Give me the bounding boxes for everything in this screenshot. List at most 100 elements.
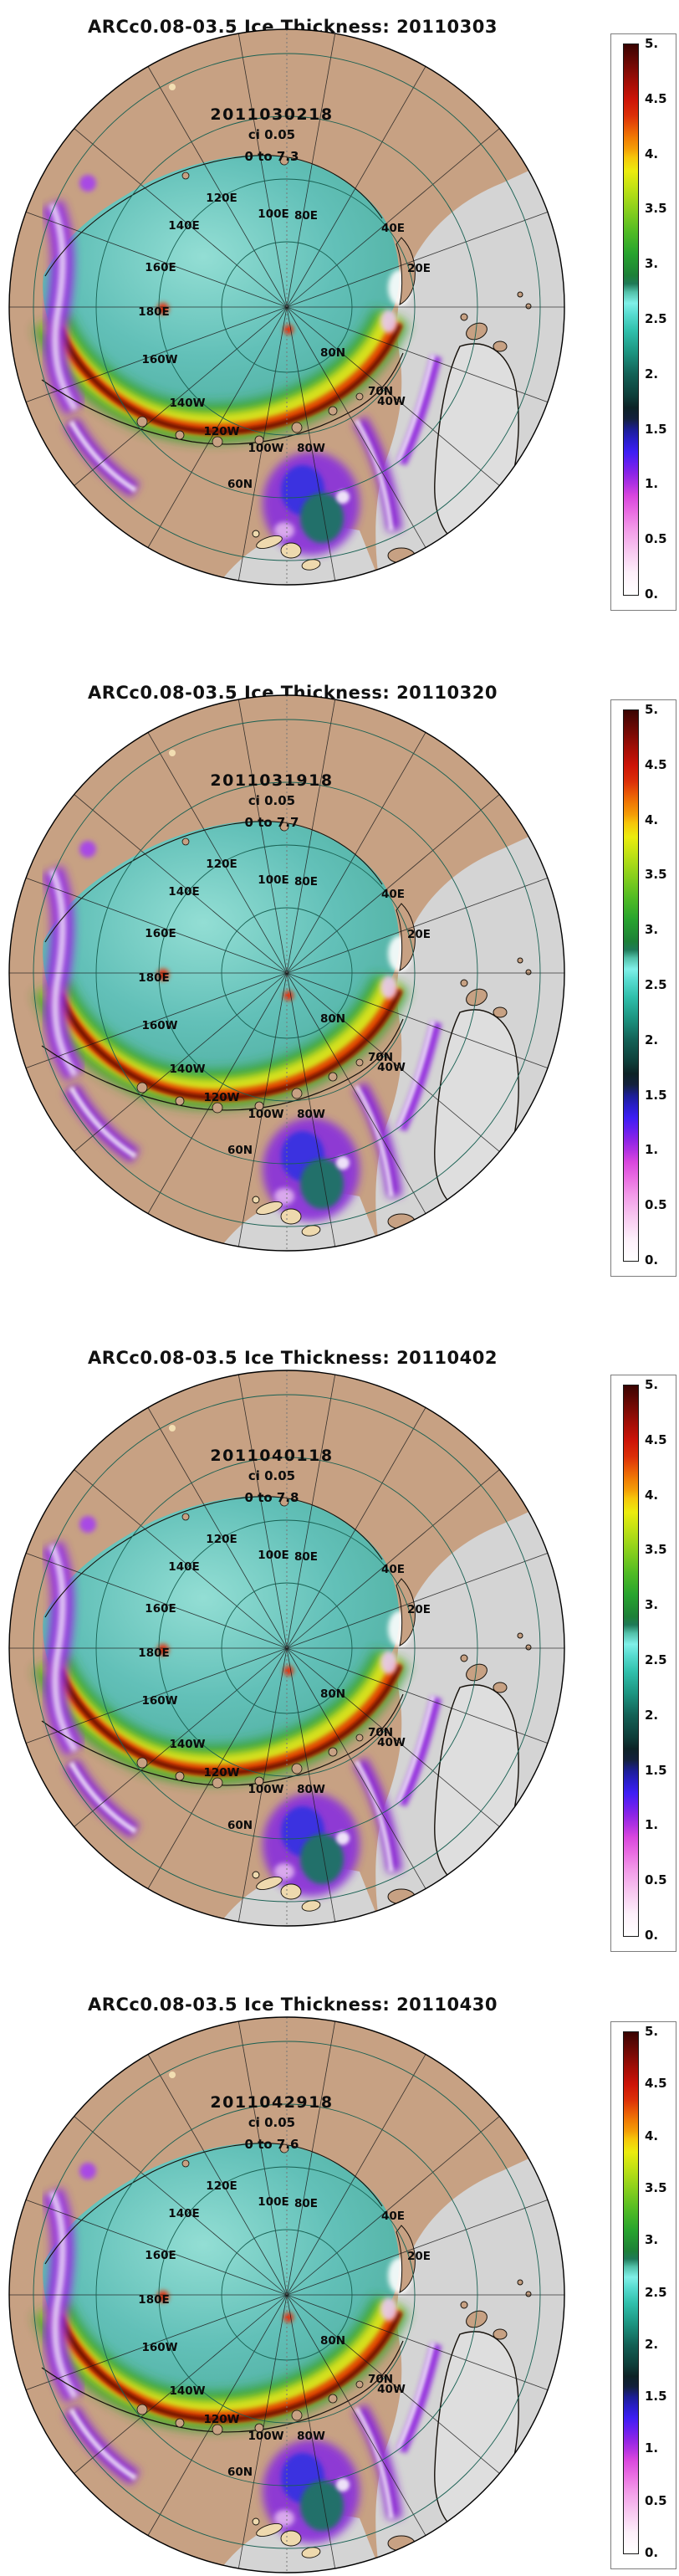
meridian-line xyxy=(237,1374,288,1649)
geo-label-160e: 160E xyxy=(145,927,176,940)
thick-ice-spot xyxy=(283,991,294,1001)
polar-map-svg: 120E 100E 80E 40E 20E 140E 160E 180E 160W 140W 120… xyxy=(8,1370,565,1927)
colorbar-tick-label: 3.5 xyxy=(645,867,667,883)
novaya-zemlya xyxy=(396,237,416,305)
run-datestamp: 2011042918 xyxy=(210,2093,334,2112)
geo-label-100e: 100E xyxy=(258,873,288,887)
colorbar-gradient xyxy=(623,709,639,1262)
meridian-line xyxy=(286,2294,500,2474)
geo-label-100w: 100W xyxy=(248,2430,283,2443)
colorbar-tick-label: 5. xyxy=(645,2024,659,2039)
thick-ice-spot xyxy=(283,325,294,335)
ice-band-maroon xyxy=(58,2311,402,2423)
sea-ice-pack xyxy=(33,155,411,443)
meridian-line xyxy=(25,1647,288,1744)
colorbar-tick-label: 2.5 xyxy=(645,977,667,992)
svalbard xyxy=(493,1006,508,1018)
colorbar-tick-label: 4.5 xyxy=(645,90,667,106)
meridian-line xyxy=(147,1407,288,1649)
meridian-line xyxy=(286,2020,336,2296)
meridian-line xyxy=(286,128,500,308)
meridian-line xyxy=(286,306,426,548)
value-range-label: 0 to 7.6 xyxy=(244,2137,299,2152)
geo-label-160w: 160W xyxy=(141,353,177,366)
colorbar-tick-label: 1. xyxy=(645,476,659,492)
colorbar: 5. 4.5 4. 3.5 3. 2.5 2. 1.5 1. 0.5 0. xyxy=(610,2021,676,2569)
meridian-line xyxy=(74,794,288,974)
contour-interval-label: ci 0.05 xyxy=(248,793,296,808)
geo-labels: 120E 100E 80E 40E 20E 140E 160E 180E 160W 140W 120… xyxy=(138,858,431,1157)
meridian-line xyxy=(237,2020,288,2296)
map-annotations: 2011042918 ci 0.05 0 to 7.6 xyxy=(188,2093,355,2156)
colorbar-tick-label: 3. xyxy=(645,1597,659,1613)
map-annotations: 2011031918 ci 0.05 0 to 7.7 xyxy=(188,771,355,834)
geo-label-40w: 40W xyxy=(377,1736,406,1749)
svalbard xyxy=(466,1663,488,1682)
archipelago-islands xyxy=(136,1497,364,1789)
meridian-line xyxy=(286,732,426,974)
run-datestamp: 2011030218 xyxy=(210,105,334,124)
archipelago-islands xyxy=(136,2143,364,2435)
franz-josef-land xyxy=(517,957,523,964)
polar-map-svg: 120E 100E 80E 40E 20E 140E 160E 180E 160W 140W 120… xyxy=(8,28,565,586)
map-rim xyxy=(8,1370,565,1927)
colorbar-gradient xyxy=(623,2031,639,2554)
colorbar-tick-label: 2. xyxy=(645,366,659,382)
meridian-line xyxy=(74,306,288,486)
meridian-line xyxy=(25,972,288,1068)
coastlines xyxy=(41,821,404,1111)
meridian-line xyxy=(237,33,288,308)
meridian-line xyxy=(286,878,549,974)
franz-josef-land xyxy=(525,1644,532,1651)
great-lakes xyxy=(252,1196,321,1237)
marginal-thin-ice xyxy=(41,1516,442,1897)
polar-map-svg: 120E 100E 80E 40E 20E 140E 160E 180E 160W 140W 120… xyxy=(8,694,565,1252)
geo-label-160w: 160W xyxy=(141,1019,177,1032)
colorbar-tick-label: 1.5 xyxy=(645,2389,667,2404)
geo-label-80n: 80N xyxy=(320,1012,345,1026)
geo-label-40e: 40E xyxy=(381,2210,405,2223)
meridian-line xyxy=(286,1374,336,1649)
colorbar-tick-label: 3. xyxy=(645,256,659,272)
thick-ice-spot xyxy=(157,303,169,315)
geo-label-20e: 20E xyxy=(407,2250,431,2263)
svalbard xyxy=(493,341,508,352)
svalbard xyxy=(466,988,488,1006)
meridian-line xyxy=(286,1647,426,1889)
geo-label-40w: 40W xyxy=(377,395,406,408)
value-range-label: 0 to 7.7 xyxy=(244,815,299,830)
colorbar-tick-label: 3.5 xyxy=(645,201,667,217)
geo-label-180e: 180E xyxy=(138,305,169,319)
coastlines xyxy=(41,1496,404,1786)
geo-label-80w: 80W xyxy=(297,442,325,455)
geo-label-160w: 160W xyxy=(141,2341,177,2354)
colorbar-tick-label: 1.5 xyxy=(645,1762,667,1778)
meridian-line xyxy=(286,1647,336,1923)
novaya-zemlya xyxy=(396,1578,416,1646)
colorbar-tick-label: 2.5 xyxy=(645,1652,667,1667)
meridian-line xyxy=(286,2294,336,2569)
svalbard xyxy=(493,1682,508,1693)
geo-label-40e: 40E xyxy=(381,222,405,235)
geo-label-180e: 180E xyxy=(138,2293,169,2307)
meridian-line xyxy=(286,33,336,308)
meridian-line xyxy=(286,306,500,486)
polar-stereographic-map: 120E 100E 80E 40E 20E 140E 160E 180E 160W 140W 120… xyxy=(8,2016,565,2573)
colorbar-tick-label: 5. xyxy=(645,1377,659,1392)
colorbar-tick-label: 4. xyxy=(645,2128,659,2143)
geo-label-40e: 40E xyxy=(381,1563,405,1576)
svalbard xyxy=(460,979,468,987)
sea-ice-pack xyxy=(33,2143,411,2431)
meridian-line xyxy=(25,878,288,974)
geo-label-120w: 120W xyxy=(203,1766,239,1780)
franz-josef-land xyxy=(517,291,523,298)
geo-label-120e: 120E xyxy=(206,1533,237,1546)
geo-label-80w: 80W xyxy=(297,2430,325,2443)
geo-labels: 120E 100E 80E 40E 20E 140E 160E 180E 160W 140W 120… xyxy=(138,192,431,491)
geo-label-70n: 70N xyxy=(368,385,393,398)
colorbar: 5. 4.5 4. 3.5 3. 2.5 2. 1.5 1. 0.5 0. xyxy=(610,699,676,1277)
colorbar-tick-label: 1. xyxy=(645,2440,659,2456)
geo-label-140e: 140E xyxy=(168,219,199,233)
islands xyxy=(387,903,532,1230)
geo-label-100w: 100W xyxy=(248,1783,283,1796)
